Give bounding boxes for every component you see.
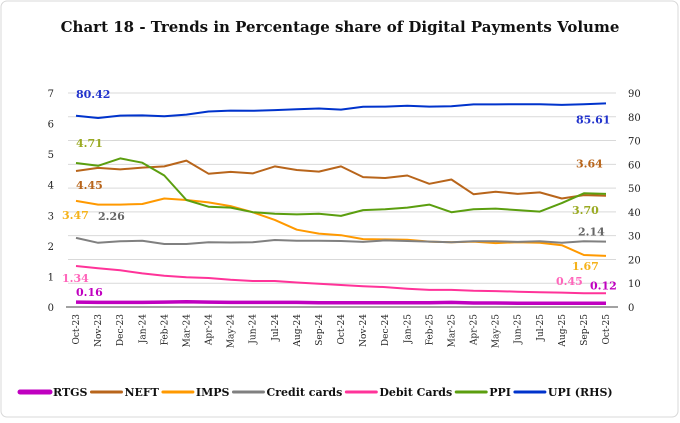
x-tick-label: Oct-24 xyxy=(337,314,347,345)
x-tick-label: Jun-25 xyxy=(514,314,524,345)
data-label: 3.70 xyxy=(572,204,599,217)
y-right-tick-label: 20 xyxy=(628,255,641,266)
y-left-tick-label: 0 xyxy=(48,303,54,314)
data-label: 3.47 xyxy=(62,209,89,222)
x-tick-label: Aug-24 xyxy=(293,314,303,348)
data-label: 4.71 xyxy=(76,137,103,150)
y-right-tick-label: 0 xyxy=(628,303,634,314)
series-line-debit-cards xyxy=(75,265,606,295)
y-right-tick-label: 10 xyxy=(628,279,641,290)
series-line-ppi xyxy=(75,157,607,217)
y-left-tick-label: 3 xyxy=(48,211,54,222)
x-tick-label: Jul-24 xyxy=(271,314,281,342)
y-right-tick-label: 90 xyxy=(628,89,641,100)
y-left-tick-label: 5 xyxy=(48,150,54,161)
chart-title: Chart 18 - Trends in Percentage share of… xyxy=(61,18,620,36)
x-tick-label: Feb-25 xyxy=(425,314,435,346)
x-tick-label: Apr-25 xyxy=(470,314,480,346)
legend-label: NEFT xyxy=(124,386,159,399)
y-left-tick-label: 2 xyxy=(48,242,54,253)
x-tick-label: Jun-24 xyxy=(249,314,259,345)
y-left-tick-label: 6 xyxy=(48,120,54,131)
y-right-tick-label: 40 xyxy=(628,208,641,219)
x-tick-label: Jul-25 xyxy=(536,314,546,342)
x-tick-label: May-24 xyxy=(227,314,237,348)
data-label: 80.42 xyxy=(76,88,110,101)
x-tick-label: Dec-23 xyxy=(116,314,126,346)
y-right-tick-label: 80 xyxy=(628,113,641,124)
data-label: 2.26 xyxy=(98,210,125,223)
data-label: 4.45 xyxy=(76,179,103,192)
x-tick-label: Sep-25 xyxy=(580,314,590,346)
legend-label: IMPS xyxy=(196,386,230,399)
y-right-tick-label: 50 xyxy=(628,184,641,195)
x-tick-label: Nov-23 xyxy=(94,314,104,347)
x-tick-label: May-25 xyxy=(492,314,502,348)
legend-label: UPI (RHS) xyxy=(548,386,613,399)
series-line-rtgs xyxy=(75,300,606,306)
x-tick-label: Apr-24 xyxy=(205,314,215,346)
y-right-tick-label: 60 xyxy=(628,160,641,171)
x-tick-label: Dec-24 xyxy=(381,314,391,346)
y-right-tick-label: 70 xyxy=(628,137,641,148)
legend-label: Credit cards xyxy=(266,386,342,399)
legend-label: Debit Cards xyxy=(379,386,452,399)
series-line-credit-cards xyxy=(75,236,607,245)
x-tick-label: Nov-24 xyxy=(359,314,369,347)
x-tick-label: Oct-23 xyxy=(72,314,82,345)
x-tick-label: Jan-24 xyxy=(138,314,148,345)
legend-label: PPI xyxy=(489,386,511,399)
y-left-tick-label: 7 xyxy=(48,89,54,100)
series-line-neft xyxy=(75,159,607,200)
x-tick-label: Mar-25 xyxy=(447,314,457,348)
x-tick-label: Jan-25 xyxy=(403,314,413,345)
data-label: 3.64 xyxy=(576,158,603,171)
data-label: 1.34 xyxy=(62,272,89,285)
data-label: 85.61 xyxy=(576,113,610,126)
series-line-upi-rhs xyxy=(75,102,607,119)
y-left-tick-label: 1 xyxy=(48,272,54,283)
data-label: 1.67 xyxy=(572,260,599,273)
x-tick-label: Feb-24 xyxy=(160,314,170,346)
data-label: 2.14 xyxy=(578,226,605,239)
x-tick-label: Mar-24 xyxy=(182,314,192,348)
data-label: 0.16 xyxy=(76,286,103,299)
x-tick-label: Sep-24 xyxy=(315,314,325,346)
data-label: 0.12 xyxy=(590,279,617,292)
x-tick-label: Oct-25 xyxy=(602,314,612,345)
data-label: 0.45 xyxy=(556,275,583,288)
legend-label: RTGS xyxy=(53,386,88,399)
x-tick-label: Aug-25 xyxy=(558,314,568,348)
y-left-tick-label: 4 xyxy=(48,181,54,192)
y-right-tick-label: 30 xyxy=(628,232,641,243)
